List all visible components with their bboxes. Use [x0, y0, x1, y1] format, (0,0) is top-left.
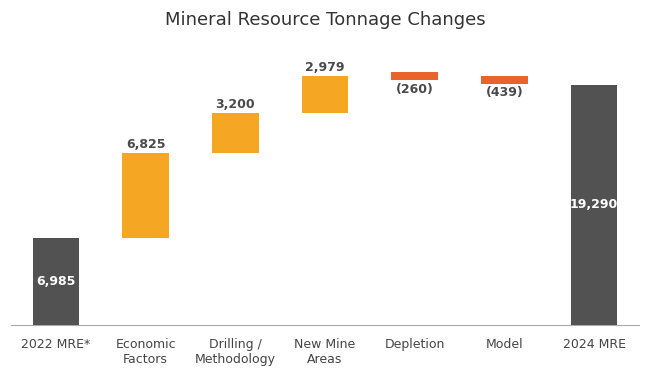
Title: Mineral Resource Tonnage Changes: Mineral Resource Tonnage Changes [164, 11, 486, 29]
Bar [212, 113, 259, 153]
Text: 2,979: 2,979 [306, 61, 345, 74]
Text: (439): (439) [486, 86, 523, 99]
Text: 3,200: 3,200 [216, 98, 255, 111]
Bar [391, 72, 438, 80]
Text: 19,290: 19,290 [570, 198, 618, 211]
Text: (260): (260) [396, 83, 434, 96]
Bar [32, 238, 79, 325]
Text: 6,825: 6,825 [126, 138, 165, 151]
Bar [481, 76, 528, 84]
Bar [571, 85, 618, 325]
Bar [122, 153, 169, 238]
Bar [302, 77, 348, 113]
Text: 6,985: 6,985 [36, 275, 75, 288]
